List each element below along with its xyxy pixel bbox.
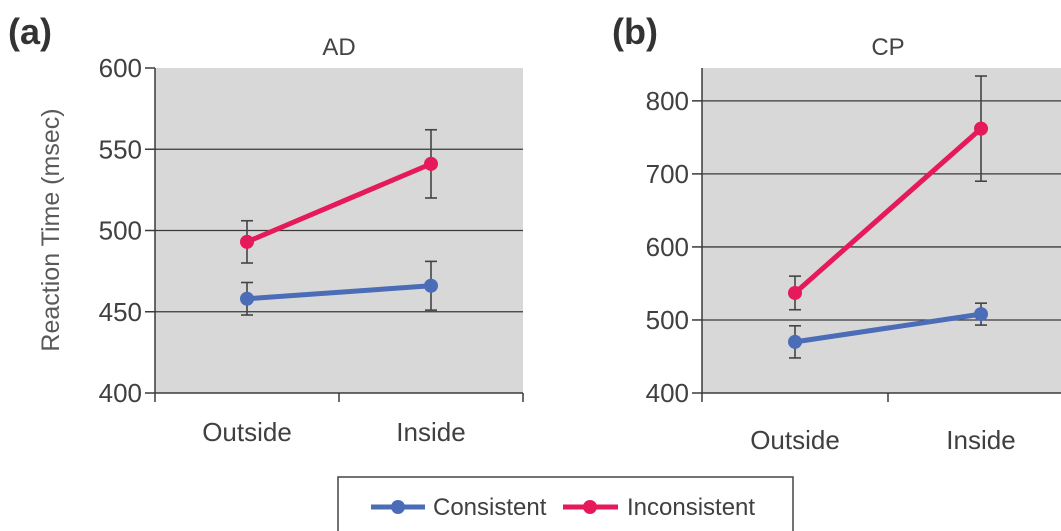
y-axis-title: Reaction Time (msec)	[37, 108, 65, 351]
data-point-inconsistent-inside	[974, 121, 988, 136]
y-tick-label: 600	[646, 232, 689, 262]
series-consistent	[788, 302, 988, 359]
legend-marker-inconsistent	[583, 500, 597, 514]
chart-title-a: AD	[322, 34, 355, 61]
data-point-inconsistent-inside	[424, 156, 438, 171]
x-tick-label-outside: Outside	[202, 417, 292, 447]
series-line-inconsistent	[792, 126, 984, 296]
series-line-inconsistent	[244, 161, 434, 245]
data-point-consistent-inside	[424, 278, 438, 293]
legend-entry-inconsistent: Inconsistent	[563, 494, 755, 521]
legend-label-inconsistent: Inconsistent	[627, 494, 755, 521]
y-tick-label: 500	[99, 216, 142, 246]
data-point-consistent-outside	[788, 334, 802, 349]
y-tick-label: 700	[646, 159, 689, 189]
plot-background	[702, 68, 1061, 393]
panel-label-a: (a)	[8, 11, 52, 52]
y-tick-label: 400	[646, 378, 689, 408]
x-tick-label-inside: Inside	[946, 425, 1015, 455]
data-point-inconsistent-outside	[788, 285, 802, 300]
plot-area-b: 400 500 600 700 800 Outside Inside	[646, 68, 1061, 455]
series-line-consistent	[792, 311, 984, 345]
y-tick-label: 400	[99, 378, 142, 408]
series-inconsistent	[240, 128, 438, 264]
series-line-consistent	[244, 283, 434, 302]
legend-label-consistent: Consistent	[433, 494, 547, 521]
chart-title-b: CP	[871, 34, 904, 61]
data-point-consistent-inside	[974, 307, 988, 322]
y-tick-label: 600	[99, 53, 142, 83]
panel-label-b: (b)	[612, 11, 658, 52]
panel-b: (b) CP 400 500 600 700 800 Outside Inside	[612, 11, 1061, 455]
panel-a: (a) AD Reaction Time (msec) 400 450 500 550…	[8, 11, 524, 447]
y-tick-label: 550	[99, 134, 142, 164]
plot-area-a: 400 450 500 550 600 Outside Inside	[99, 53, 524, 447]
x-tick-label-outside: Outside	[750, 425, 840, 455]
legend-entry-consistent: Consistent	[371, 494, 547, 521]
series-consistent	[240, 260, 438, 316]
legend-box	[337, 476, 794, 531]
x-tick-label-inside: Inside	[396, 417, 465, 447]
y-tick-label: 500	[646, 305, 689, 335]
data-point-consistent-outside	[240, 291, 254, 306]
y-tick-label: 450	[99, 297, 142, 327]
y-tick-label: 800	[646, 86, 689, 116]
series-inconsistent	[788, 75, 988, 311]
data-point-inconsistent-outside	[240, 234, 254, 249]
legend-marker-consistent	[391, 500, 405, 514]
legend: Consistent Inconsistent	[337, 476, 794, 531]
